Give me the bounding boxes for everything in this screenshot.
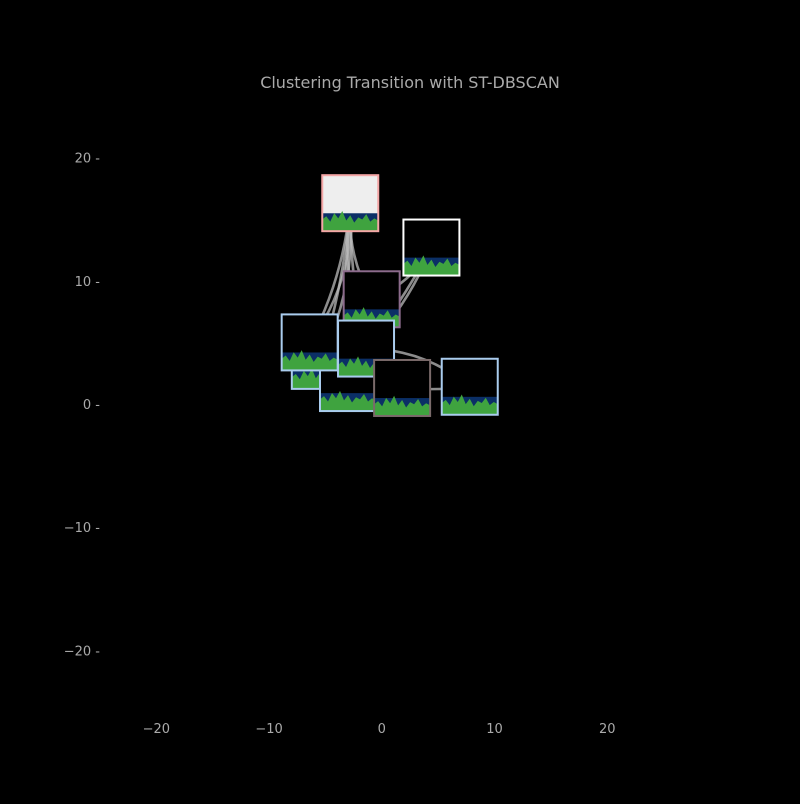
y-tick-label: −20 - xyxy=(64,644,101,659)
y-axis-ticks: 20 - 10 - 0 - −10 - −20 - xyxy=(64,152,101,660)
y-tick-label: 20 - xyxy=(75,152,101,167)
node-border xyxy=(402,218,461,277)
x-axis-ticks: −20 −10 0 10 20 xyxy=(143,722,616,737)
x-tick-label: −10 xyxy=(255,722,282,737)
cluster-node-n6 xyxy=(280,313,339,372)
cluster-node-n1 xyxy=(321,174,380,233)
node-land xyxy=(441,394,498,415)
cluster-node-n2 xyxy=(402,218,461,277)
node-land xyxy=(281,350,338,371)
cluster-node-n9 xyxy=(440,357,499,416)
nodes-layer xyxy=(280,174,499,417)
chart-title: Clustering Transition with ST-DBSCAN xyxy=(260,73,560,92)
node-border xyxy=(440,357,499,416)
node-border xyxy=(373,358,432,417)
y-tick-label: −10 - xyxy=(64,521,101,536)
x-tick-label: 10 xyxy=(486,722,503,737)
x-tick-label: 0 xyxy=(378,722,386,737)
node-land xyxy=(374,395,431,416)
x-tick-label: 20 xyxy=(599,722,616,737)
x-tick-label: −20 xyxy=(143,722,170,737)
cluster-node-n3 xyxy=(342,270,401,329)
node-border xyxy=(337,319,396,378)
y-tick-label: 0 - xyxy=(83,398,100,413)
node-land xyxy=(320,390,376,412)
node-land xyxy=(322,210,379,232)
y-tick-label: 10 - xyxy=(75,275,101,290)
cluster-node-n8 xyxy=(373,358,432,417)
node-land xyxy=(403,255,460,276)
node-border xyxy=(321,174,380,233)
